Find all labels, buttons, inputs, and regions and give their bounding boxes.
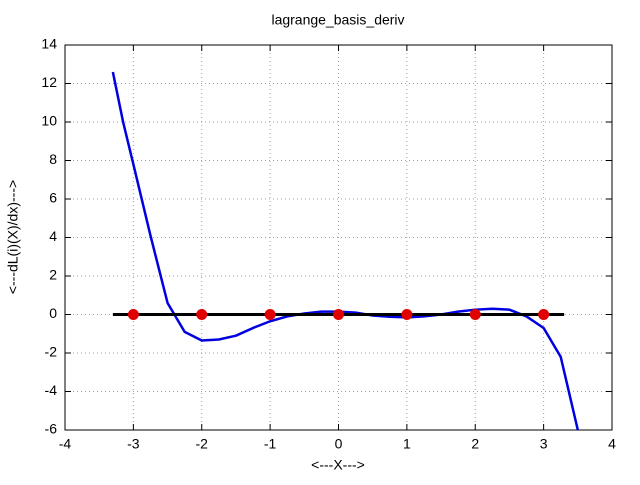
plot-border (64, 44, 613, 431)
x-axis-label: <---X---> (311, 457, 365, 473)
x-tick-label: -3 (127, 436, 140, 452)
y-axis-label: <---dL(i)(X)/dx)---> (5, 180, 21, 294)
x-tick-label: 2 (471, 436, 479, 452)
data-point (538, 309, 550, 320)
y-tick-label: 4 (49, 228, 57, 244)
x-tick-label: 3 (540, 436, 548, 452)
y-tick-label: -2 (45, 344, 58, 360)
y-tick-label: -6 (45, 421, 58, 437)
y-tick-label: -4 (45, 382, 58, 398)
data-point (469, 309, 481, 320)
data-point (264, 309, 276, 320)
x-tick-label: -4 (59, 436, 72, 452)
y-tick-label: 14 (41, 36, 57, 52)
data-point (196, 309, 208, 320)
y-tick-label: 12 (41, 74, 57, 90)
y-tick-label: 2 (49, 267, 57, 283)
x-tick-label: -2 (196, 436, 209, 452)
data-point (401, 309, 413, 320)
x-tick-label: 0 (335, 436, 343, 452)
data-point (333, 309, 344, 320)
chart-title: lagrange_basis_deriv (271, 12, 404, 28)
y-tick-label: 10 (41, 113, 57, 129)
x-tick-label: 4 (608, 436, 616, 452)
data-point (127, 309, 139, 320)
y-tick-label: 8 (49, 151, 57, 167)
y-tick-label: 6 (49, 190, 57, 206)
x-tick-label: 1 (403, 436, 411, 452)
y-tick-label: 0 (49, 305, 57, 321)
x-tick-label: -1 (264, 436, 277, 452)
